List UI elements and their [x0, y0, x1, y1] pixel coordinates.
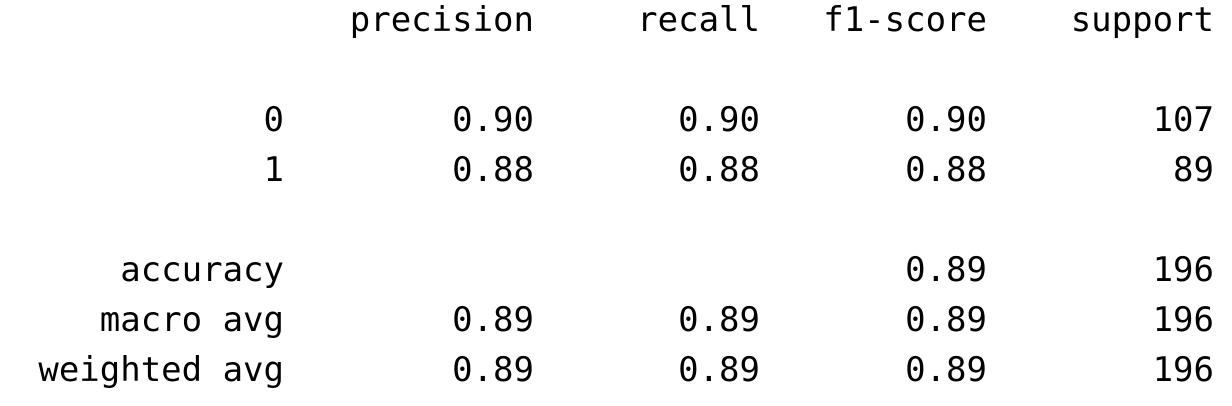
weighted-avg-support-value: 196 [1152, 350, 1214, 390]
f1-score-header: f1-score [823, 0, 987, 40]
weighted-avg-f1-score-value: 0.89 [905, 350, 987, 390]
support-value: 89 [1173, 150, 1214, 190]
macro-avg-label: macro avg [99, 300, 284, 340]
macro-avg-precision-value: 0.89 [452, 300, 534, 340]
support-value: 107 [1152, 100, 1214, 140]
class-label: 0 [263, 100, 284, 140]
recall-header: recall [637, 0, 760, 40]
weighted-avg-precision-value: 0.89 [452, 350, 534, 390]
table-row: 0 0.90 0.90 0.90 107 [0, 95, 1232, 145]
precision-value: 0.90 [452, 100, 534, 140]
macro-avg-recall-value: 0.89 [678, 300, 760, 340]
macro-avg-row: macro avg 0.89 0.89 0.89 196 [0, 295, 1232, 345]
macro-avg-f1-score-value: 0.89 [905, 300, 987, 340]
f1-score-value: 0.88 [905, 150, 987, 190]
table-row: 1 0.88 0.88 0.88 89 [0, 145, 1232, 195]
accuracy-row: accuracy 0.89 196 [0, 245, 1232, 295]
accuracy-label: accuracy [120, 250, 284, 290]
recall-value: 0.90 [678, 100, 760, 140]
support-header: support [1070, 0, 1214, 40]
macro-avg-support-value: 196 [1152, 300, 1214, 340]
class-label: 1 [263, 150, 284, 190]
recall-value: 0.88 [678, 150, 760, 190]
precision-header: precision [349, 0, 534, 40]
weighted-avg-recall-value: 0.89 [678, 350, 760, 390]
accuracy-f1-score-value: 0.89 [905, 250, 987, 290]
weighted-avg-row: weighted avg 0.89 0.89 0.89 196 [0, 345, 1232, 395]
precision-value: 0.88 [452, 150, 534, 190]
weighted-avg-label: weighted avg [38, 350, 284, 390]
accuracy-support-value: 196 [1152, 250, 1214, 290]
f1-score-value: 0.90 [905, 100, 987, 140]
header-row: precision recall f1-score support [0, 0, 1232, 45]
